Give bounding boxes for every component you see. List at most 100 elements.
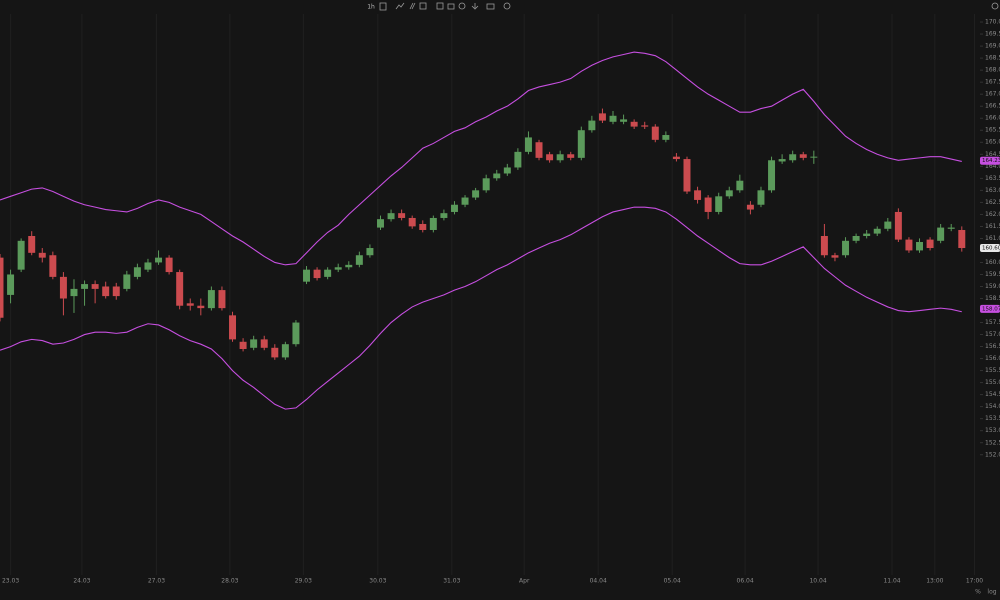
x-tick-label: 31.03 [443,578,460,585]
line-icon[interactable] [395,2,405,10]
candle-body [482,178,490,191]
candle-body [218,290,226,309]
candle-body [366,248,374,256]
candle-body [947,227,955,229]
candle-body [324,269,332,277]
y-tick-label: 157.00 [985,331,1000,338]
candle-body [440,213,448,218]
candle-body [789,154,797,161]
y-tick-label: 167.00 [985,91,1000,98]
candle-body [863,233,871,236]
candle-body [408,217,416,227]
candle-body [472,190,480,198]
log-toggle[interactable]: log [987,589,996,596]
x-tick-label: 27.03 [148,578,165,585]
candle-body [588,120,596,131]
y-tick-label: 168.50 [985,55,1000,62]
indicator-icon[interactable] [458,2,466,10]
candle-body [355,255,363,265]
x-tick-label: 28.03 [221,578,238,585]
y-tick-label: 155.00 [985,379,1000,386]
candle-body [810,156,818,158]
y-tick-label: 163.00 [985,187,1000,194]
candle-body [725,190,733,197]
y-tick-label: 159.00 [985,283,1000,290]
candle-body [133,267,141,277]
candle-body [503,167,511,174]
candle-body [567,154,575,158]
y-tick-label: 167.50 [985,79,1000,86]
price-label: 164.23 [982,158,1000,164]
candle-body [450,204,458,212]
candle-body [683,159,691,192]
candle-body [334,267,342,270]
candle-body [313,269,321,279]
candle-body [672,156,680,160]
y-tick-label: 155.50 [985,367,1000,374]
candle-body [768,160,776,191]
candle-body [59,276,67,299]
candle-body [38,252,46,258]
draw-icon[interactable] [409,2,416,10]
candle-body [155,257,163,263]
x-tick-label: 04.04 [590,578,607,585]
candle-body [662,135,670,140]
interval-button[interactable]: 1h [367,4,375,11]
candle-body [229,315,237,340]
x-tick-label: 05.04 [664,578,681,585]
camera-icon[interactable] [486,3,495,10]
y-tick-label: 168.00 [985,67,1000,74]
candle-body [28,236,36,253]
candle-body [958,229,966,249]
candle-body [778,159,786,162]
y-tick-label: 166.50 [985,103,1000,110]
candle-body [577,130,585,158]
layout-icon[interactable] [436,2,444,10]
toolbar: 1h [367,2,999,11]
candle-body [641,125,649,127]
x-tick-label: 30.03 [369,578,386,585]
candle-body [535,142,543,158]
bollinger-band [0,206,962,410]
candle-body [884,221,892,229]
candle-body [514,151,522,168]
candle-body [49,255,57,277]
folder-icon[interactable] [447,3,455,10]
candle-body [620,119,628,122]
candle-body [207,290,215,309]
percent-toggle[interactable]: % [975,589,981,596]
candle-body [239,341,247,349]
x-tick-label: 13:00 [926,578,943,585]
y-tick-label: 158.50 [985,295,1000,302]
download-icon[interactable] [471,3,479,10]
candle-body [842,240,850,256]
settings-corner-icon[interactable] [991,2,999,10]
candle-body [112,286,120,297]
image-icon[interactable] [419,2,427,10]
price-label: 160.60 [982,246,1000,252]
x-tick-label: 11.04 [883,578,900,585]
y-tick-label: 169.50 [985,31,1000,38]
price-label-box [980,156,1000,165]
candle-body [609,115,617,122]
candle-body [345,264,353,268]
candle-body [250,339,258,348]
price-label-box [980,304,1000,313]
candle-body [852,236,860,241]
x-tick-label: 10.04 [809,578,826,585]
y-tick-label: 166.00 [985,115,1000,122]
candle-body [17,240,25,270]
y-tick-label: 170.00 [985,19,1000,26]
candle-icon[interactable] [379,2,387,11]
candle-body [429,217,437,230]
candle-body [630,121,638,127]
candle-body [303,269,310,282]
candle-body [694,190,702,200]
candle-body [186,303,194,306]
plot-area [0,51,966,410]
settings-icon[interactable] [503,2,511,10]
bollinger-band [0,51,962,266]
x-tick-label: 06.04 [737,578,754,585]
y-tick-label: 156.00 [985,355,1000,362]
candle-body [704,197,712,212]
